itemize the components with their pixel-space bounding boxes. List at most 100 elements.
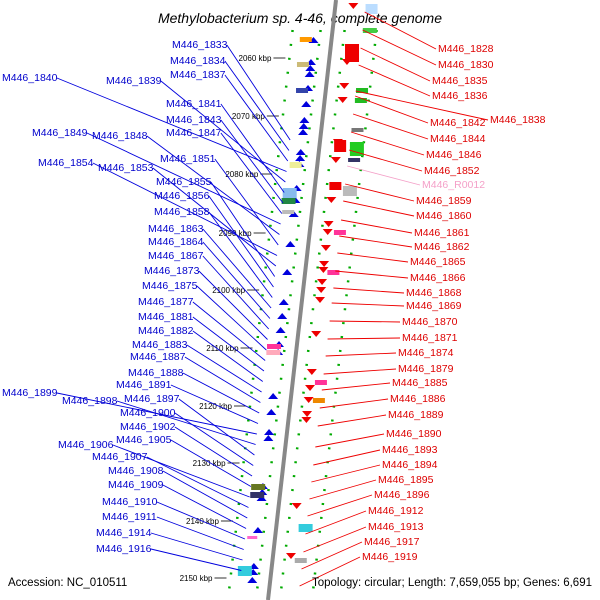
gene-label-M446_1874: M446_1874 [398, 347, 454, 359]
feature-block [299, 37, 312, 42]
feature-block [250, 492, 265, 498]
leader-line [224, 60, 290, 151]
leader-line [354, 95, 429, 124]
gene-label-M446_1914: M446_1914 [96, 527, 152, 539]
gene-label-M446_1834: M446_1834 [170, 55, 226, 67]
gene-label-M446_1859: M446_1859 [416, 195, 472, 207]
kbp-tick-label: 2080 kbp [225, 170, 258, 179]
kbp-tick-label: 2130 kbp [193, 459, 226, 468]
gene-label-M446_1864: M446_1864 [148, 236, 204, 248]
feature-block [342, 186, 357, 196]
gene-label-M446_1887: M446_1887 [130, 351, 186, 363]
gene-label-M446_1847: M446_1847 [166, 127, 222, 139]
feature-block [333, 230, 346, 235]
leader-line [309, 479, 377, 500]
leader-line [303, 526, 367, 553]
gene-label-M446_1833: M446_1833 [172, 39, 228, 51]
gene-label-M446_1848: M446_1848 [92, 130, 148, 142]
gene-label-M446_1900: M446_1900 [120, 407, 176, 419]
leader-line [347, 165, 421, 186]
leader-line [317, 414, 387, 427]
gene-label-M446_1840: M446_1840 [2, 72, 58, 84]
kbp-tick-label: 2100 kbp [212, 286, 245, 295]
gene-label-M446_1912: M446_1912 [368, 505, 424, 517]
feature-block [334, 140, 347, 152]
plus-strand-gene [303, 397, 314, 403]
gene-label-M446_1894: M446_1894 [382, 459, 438, 471]
minus-strand-gene [295, 149, 306, 155]
minus-strand-gene [298, 129, 309, 135]
plus-strand-gene [315, 297, 325, 303]
gene-label-M446_1838: M446_1838 [490, 114, 546, 126]
leader-line [360, 47, 431, 82]
kbp-tick-label: 2110 kbp [206, 344, 239, 353]
gene-label-M446_1849: M446_1849 [32, 127, 88, 139]
gene-label-M446_1873: M446_1873 [144, 265, 200, 277]
plus-strand-gene [302, 411, 313, 417]
leader-line [352, 113, 429, 140]
gene-label-M446_1835: M446_1835 [432, 75, 488, 87]
tick-track-left-inner [255, 29, 322, 597]
gene-label-M446_1897: M446_1897 [124, 393, 180, 405]
leader-line [214, 158, 279, 246]
leader-line [364, 11, 437, 50]
leader-line [202, 241, 271, 319]
gene-label-M446_1862: M446_1862 [414, 241, 470, 253]
leader-line [348, 149, 423, 172]
gene-label-M446_1899: M446_1899 [2, 387, 58, 399]
leader-line [315, 433, 385, 448]
leader-line [362, 29, 437, 66]
gene-label-M446_1881: M446_1881 [138, 311, 194, 323]
leader-line [329, 320, 401, 323]
leader-line [192, 316, 265, 372]
gene-label-M446_1893: M446_1893 [382, 444, 438, 456]
leader-line [226, 44, 291, 141]
minus-strand-gene [304, 71, 315, 77]
leader-line [150, 532, 243, 561]
feature-block [282, 210, 295, 214]
leader-line [323, 368, 397, 375]
gene-label-M446_1839: M446_1839 [106, 75, 162, 87]
genome-summary-text: Topology: circular; Length: 7,659,055 bp… [312, 577, 592, 589]
leader-line [162, 484, 247, 529]
gene-label-M446_1868: M446_1868 [406, 287, 462, 299]
leader-line [192, 330, 264, 382]
minus-strand-gene [305, 65, 316, 71]
gene-label-M446_1916: M446_1916 [96, 543, 152, 555]
plus-strand-gene [305, 385, 316, 391]
leader-line [174, 412, 254, 466]
gene-label-M446_1860: M446_1860 [416, 210, 472, 222]
leader-line [152, 167, 277, 267]
leader-line [92, 162, 278, 256]
leader-line [355, 90, 489, 121]
plus-strand-gene [318, 267, 329, 273]
leader-line [196, 285, 267, 351]
gene-label-M446_1889: M446_1889 [388, 409, 444, 421]
feature-block [314, 380, 327, 385]
plus-strand-gene [330, 157, 341, 163]
gene-label-M446_1883: M446_1883 [132, 339, 188, 351]
gene-label-M446_1853: M446_1853 [98, 162, 154, 174]
kbp-tick-label: 2150 kbp [180, 574, 213, 583]
feature-block [351, 128, 364, 132]
leader-line [224, 74, 289, 162]
leader-line [220, 103, 285, 193]
feature-block [356, 88, 369, 93]
gene-label-M446_1846: M446_1846 [426, 149, 482, 161]
leader-line [301, 541, 363, 570]
minus-strand-gene [299, 117, 310, 123]
feature-block [267, 344, 282, 349]
leader-line [162, 470, 248, 519]
gene-label-M446_1854: M446_1854 [38, 157, 94, 169]
kbp-tick-label: 2120 kbp [199, 402, 232, 411]
minus-strand-gene [264, 429, 275, 435]
gene-label-M446_1843: M446_1843 [166, 114, 222, 126]
minus-strand-gene [295, 155, 306, 161]
gene-label-M446_1911: M446_1911 [102, 511, 157, 523]
gene-label-M446_1902: M446_1902 [120, 421, 176, 433]
plus-strand-gene [311, 331, 322, 337]
gene-label-M446_1882: M446_1882 [138, 325, 194, 337]
gene-labels: M446_1833 M446_1834 M446_1837 M446_1840 M446… [2, 39, 546, 563]
plus-strand-gene [306, 369, 317, 375]
gene-label-M446_1830: M446_1830 [438, 59, 494, 71]
